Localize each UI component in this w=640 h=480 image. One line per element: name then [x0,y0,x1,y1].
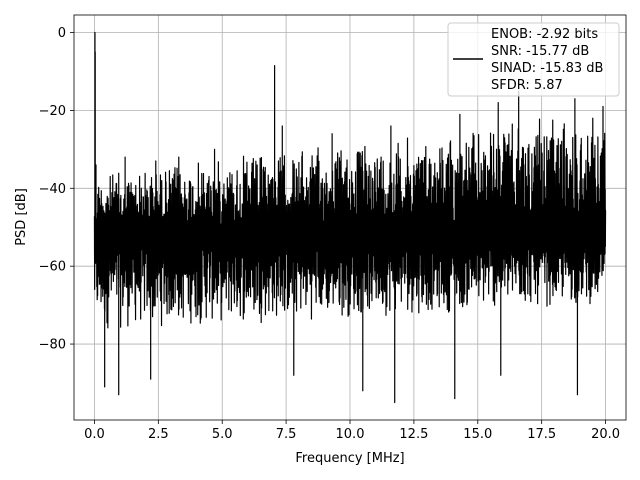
legend-enob: ENOB: -2.92 bits [491,27,598,42]
x-tick-label: 17.5 [527,427,556,442]
x-tick-label: 12.5 [399,427,428,442]
y-axis-ticks: 0 −20 −40 −60 −80 [39,26,74,353]
y-tick-label: −80 [39,338,66,353]
psd-series-line [93,31,607,404]
legend-snr: SNR: -15.77 dB [491,44,589,59]
legend-box [447,22,620,97]
x-tick-label: 15.0 [463,427,492,442]
x-tick-label: 10.0 [336,427,365,442]
legend-sfdr: SFDR: 5.87 [491,78,563,93]
x-tick-label: 20.0 [591,427,620,442]
x-axis-ticks: 0.0 2.5 5.0 7.5 10.0 12.5 15.0 17.5 20.0 [84,420,620,442]
x-tick-label: 2.5 [148,427,169,442]
y-tick-label: −40 [39,182,66,197]
y-axis-label: PSD [dB] [14,188,29,246]
legend: ENOB: -2.92 bits SNR: -15.77 dB SINAD: -… [447,22,620,97]
x-tick-label: 7.5 [276,427,297,442]
x-axis-label: Frequency [MHz] [295,451,404,466]
x-tick-label: 0.0 [84,427,105,442]
y-tick-label: 0 [58,26,66,41]
y-tick-label: −20 [39,104,66,119]
x-tick-label: 5.0 [212,427,233,442]
y-tick-label: −60 [39,260,66,275]
legend-sinad: SINAD: -15.83 dB [491,61,603,76]
psd-trace-group [93,31,607,404]
